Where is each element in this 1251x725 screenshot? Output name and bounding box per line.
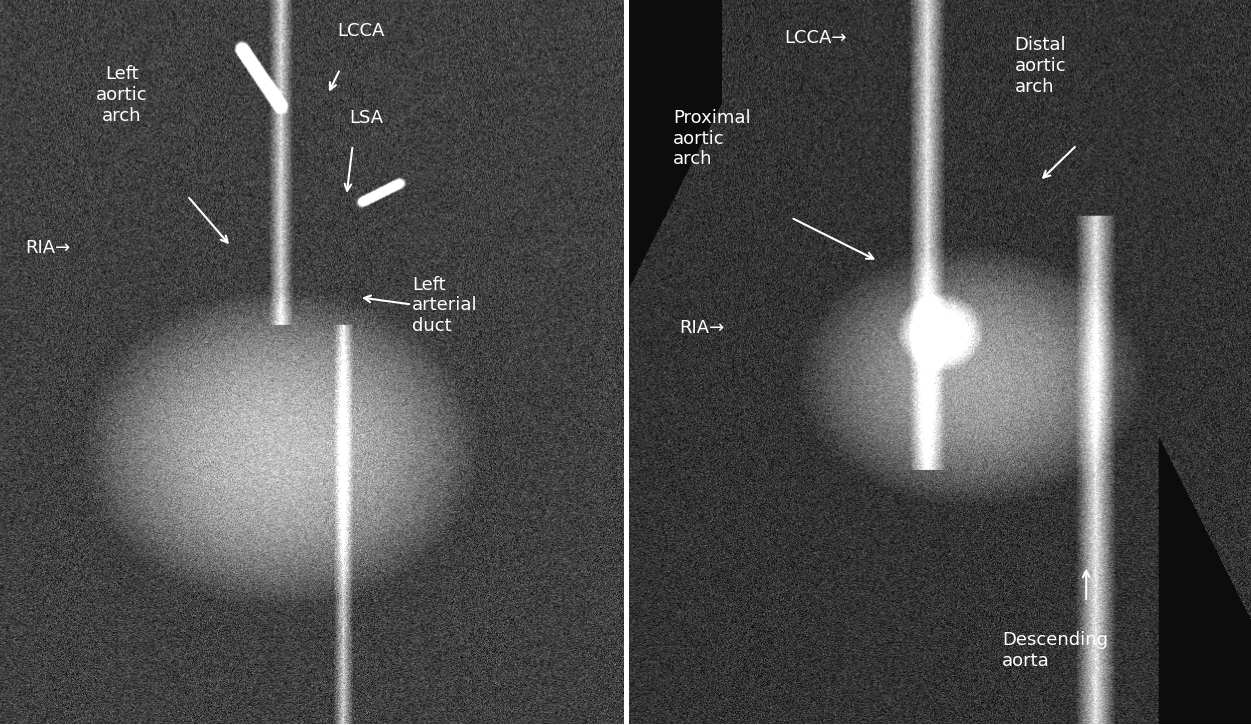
Text: RIA→: RIA→ [25, 239, 70, 257]
Text: RIA→: RIA→ [679, 319, 724, 337]
Text: Left
arterial
duct: Left arterial duct [412, 276, 478, 335]
Text: Descending
aorta: Descending aorta [1002, 631, 1108, 670]
Text: LCCA→: LCCA→ [784, 29, 847, 47]
Text: Proximal
aortic
arch: Proximal aortic arch [673, 109, 751, 168]
Text: LSA: LSA [349, 109, 384, 127]
Text: LCCA: LCCA [337, 22, 384, 40]
Text: Left
aortic
arch: Left aortic arch [96, 65, 148, 125]
Text: Distal
aortic
arch: Distal aortic arch [1015, 36, 1066, 96]
